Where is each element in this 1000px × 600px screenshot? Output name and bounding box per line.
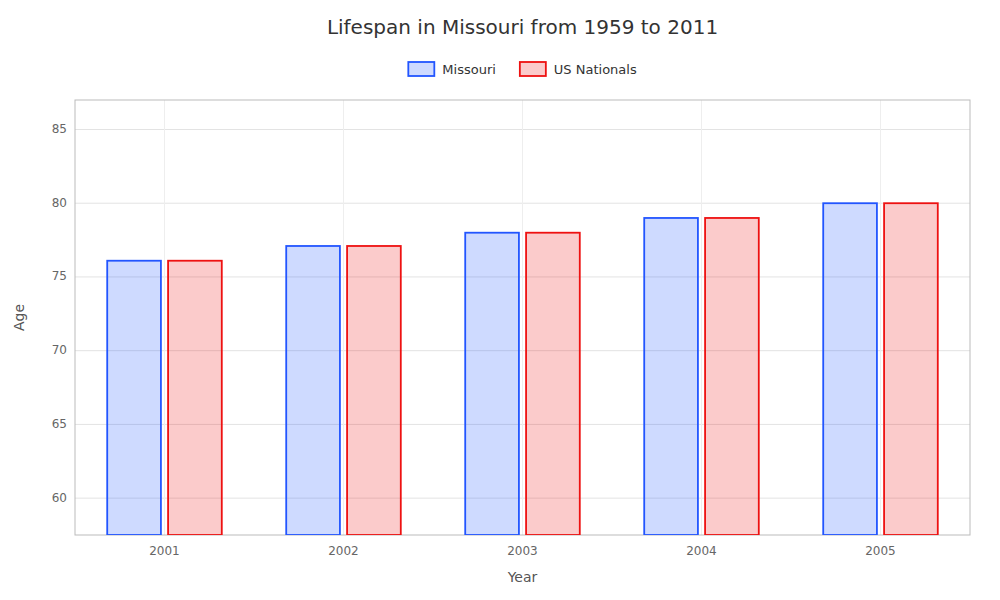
bar (705, 218, 759, 535)
chart: 60 65 70 75 80 85 2001 2002 2003 2004 2005 Year Age L… (0, 0, 1000, 600)
x-tick-label: 2005 (865, 544, 896, 558)
bar (286, 246, 340, 535)
x-tick-label: 2004 (686, 544, 717, 558)
bar (526, 233, 580, 535)
bar (465, 233, 519, 535)
x-tick-label: 2003 (507, 544, 538, 558)
x-grid-line (701, 100, 702, 535)
bar (168, 261, 222, 535)
bar (823, 203, 877, 535)
y-tick-label: 70 (52, 343, 67, 357)
legend-label: US Nationals (554, 62, 637, 77)
y-tick-label: 60 (52, 491, 67, 505)
plot-frame (75, 100, 970, 535)
legend: Missouri US Nationals (408, 62, 637, 77)
x-grid-line (343, 100, 344, 535)
grid (75, 100, 970, 535)
x-grid-line (164, 100, 165, 535)
title: Lifespan in Missouri from 1959 to 2011 (327, 15, 718, 39)
y-tick-label: 85 (52, 122, 67, 136)
bar (884, 203, 938, 535)
x-axis: 2001 2002 2003 2004 2005 (149, 544, 896, 558)
legend-label: Missouri (442, 62, 496, 77)
x-grid-line (880, 100, 881, 535)
legend-swatch (408, 62, 434, 76)
y-axis-label: Age (11, 304, 27, 331)
legend-item: Missouri (408, 62, 496, 77)
y-tick-label: 80 (52, 196, 67, 210)
y-tick-label: 75 (52, 269, 67, 283)
y-tick-label: 65 (52, 417, 67, 431)
legend-swatch (520, 62, 546, 76)
x-tick-label: 2001 (149, 544, 180, 558)
x-axis-label: Year (507, 569, 538, 585)
bar (644, 218, 698, 535)
bars (107, 203, 938, 535)
y-axis: 60 65 70 75 80 85 (52, 122, 67, 505)
x-grid-line (522, 100, 523, 535)
legend-item: US Nationals (520, 62, 637, 77)
bar (107, 261, 161, 535)
x-tick-label: 2002 (328, 544, 359, 558)
bar (347, 246, 401, 535)
